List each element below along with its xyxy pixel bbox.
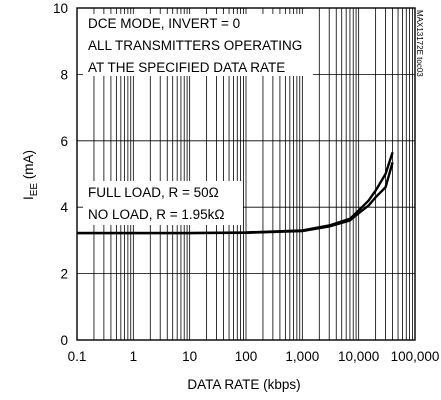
y-tick-label: 10 [53, 1, 68, 16]
conditions-annotation-background [83, 14, 313, 76]
y-axis-title-main: I [21, 196, 36, 200]
x-tick-labels: 0.1 1 10 100 1,000 10,000 100,000 [68, 349, 440, 364]
x-tick-label: 1,000 [285, 349, 319, 364]
series-lines [77, 152, 394, 235]
x-axis-title: DATA RATE (kbps) [187, 377, 300, 392]
y-axis-title-subscript: EE [29, 183, 40, 197]
y-tick-label: 6 [60, 134, 68, 149]
full-load-annotation: FULL LOAD, R = 50Ω [88, 185, 219, 200]
conditions-annotation-line-1: DCE MODE, INVERT = 0 [88, 16, 240, 31]
series-line-2 [77, 162, 394, 235]
conditions-annotation-line-2: ALL TRANSMITTERS OPERATING [88, 38, 302, 53]
y-tick-label: 8 [60, 67, 68, 82]
x-tick-label: 100,000 [391, 349, 440, 364]
y-tick-labels: 0 2 4 6 8 10 [53, 1, 69, 348]
figure-code-label: MAX13172E toc03 [415, 10, 424, 77]
plot-frame [76, 7, 416, 341]
y-tick-label: 4 [60, 200, 68, 215]
load-annotation-background [83, 181, 243, 225]
x-tick-label: 10,000 [338, 349, 379, 364]
y-axis-title-unit: (mA) [21, 150, 36, 183]
x-tick-label: 100 [235, 349, 258, 364]
y-axis-title: IEE (mA) [21, 150, 40, 200]
x-tick-label: 1 [130, 349, 138, 364]
no-load-annotation: NO LOAD, R = 1.95kΩ [88, 207, 225, 222]
y-tick-label: 0 [60, 333, 68, 348]
conditions-annotation-line-3: AT THE SPECIFIED DATA RATE [88, 60, 285, 75]
x-tick-label: 0.1 [68, 349, 87, 364]
y-tick-label: 2 [60, 267, 68, 282]
x-tick-label: 10 [182, 349, 197, 364]
